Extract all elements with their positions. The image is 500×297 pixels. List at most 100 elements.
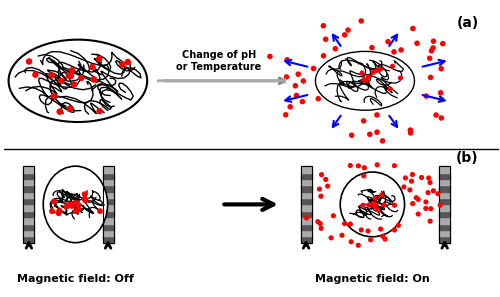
Bar (102, 211, 114, 217)
Point (67, 202, 75, 207)
Bar (102, 224, 114, 230)
Point (322, 177, 330, 182)
Point (348, 133, 356, 138)
Point (380, 203, 388, 207)
Point (80, 197, 88, 202)
Point (430, 188, 438, 193)
Point (68, 68, 76, 73)
Point (422, 206, 430, 211)
Point (408, 201, 416, 206)
Point (324, 184, 332, 189)
Point (360, 77, 368, 82)
Bar (24, 230, 34, 236)
Circle shape (316, 51, 414, 110)
Point (436, 91, 444, 95)
Point (397, 48, 405, 52)
Point (340, 32, 348, 37)
Bar (300, 192, 312, 198)
Point (388, 64, 396, 69)
Point (390, 50, 398, 54)
Point (426, 56, 434, 61)
Point (74, 207, 82, 212)
Point (390, 163, 398, 168)
Point (429, 45, 437, 50)
Point (332, 46, 340, 51)
Bar (300, 236, 312, 243)
Bar (102, 166, 114, 173)
Point (373, 113, 381, 117)
Point (298, 99, 306, 104)
Point (56, 208, 64, 213)
Point (366, 132, 374, 137)
Point (358, 228, 366, 232)
Point (372, 202, 380, 207)
Bar (300, 198, 312, 204)
Point (386, 86, 394, 91)
Point (422, 200, 430, 204)
Point (347, 239, 355, 244)
Point (368, 45, 376, 50)
Point (364, 75, 372, 79)
Point (384, 39, 392, 44)
Bar (439, 173, 450, 179)
Point (50, 199, 58, 204)
Point (430, 39, 438, 44)
Point (282, 75, 290, 79)
Bar (439, 211, 450, 217)
Point (370, 70, 378, 75)
Point (396, 76, 404, 80)
Bar (439, 217, 450, 224)
Point (48, 73, 56, 78)
Bar (439, 204, 450, 211)
Point (439, 41, 447, 46)
Point (300, 79, 308, 83)
Point (58, 78, 66, 83)
Point (327, 236, 335, 240)
Point (48, 209, 56, 214)
Point (406, 131, 414, 135)
Point (376, 67, 384, 72)
Point (314, 219, 322, 224)
Bar (300, 217, 312, 224)
Point (96, 209, 104, 214)
Bar (24, 224, 34, 230)
Point (428, 48, 436, 53)
Point (400, 185, 408, 189)
Point (414, 212, 422, 217)
Text: (b): (b) (456, 151, 479, 165)
Point (378, 234, 386, 238)
Point (364, 229, 372, 233)
Bar (24, 166, 34, 243)
Point (408, 172, 416, 177)
Bar (102, 192, 114, 198)
Point (78, 76, 86, 80)
Point (338, 233, 346, 238)
Point (286, 105, 294, 109)
Point (373, 68, 381, 73)
Bar (300, 211, 312, 217)
Point (378, 138, 386, 143)
Point (394, 223, 402, 228)
Bar (102, 204, 114, 211)
Point (408, 179, 416, 184)
Point (318, 172, 326, 177)
Bar (102, 236, 114, 243)
Point (436, 203, 444, 208)
Bar (300, 179, 312, 185)
Point (414, 197, 422, 202)
Bar (439, 236, 450, 243)
Bar (439, 166, 450, 173)
Point (438, 97, 446, 102)
Point (68, 203, 76, 208)
Point (82, 198, 90, 203)
Bar (300, 166, 312, 243)
Point (370, 201, 378, 206)
Point (360, 165, 368, 170)
Point (370, 204, 378, 209)
Point (413, 41, 421, 46)
Point (88, 65, 96, 69)
Bar (439, 185, 450, 192)
Point (344, 28, 352, 32)
Point (426, 180, 434, 185)
Bar (102, 179, 114, 185)
